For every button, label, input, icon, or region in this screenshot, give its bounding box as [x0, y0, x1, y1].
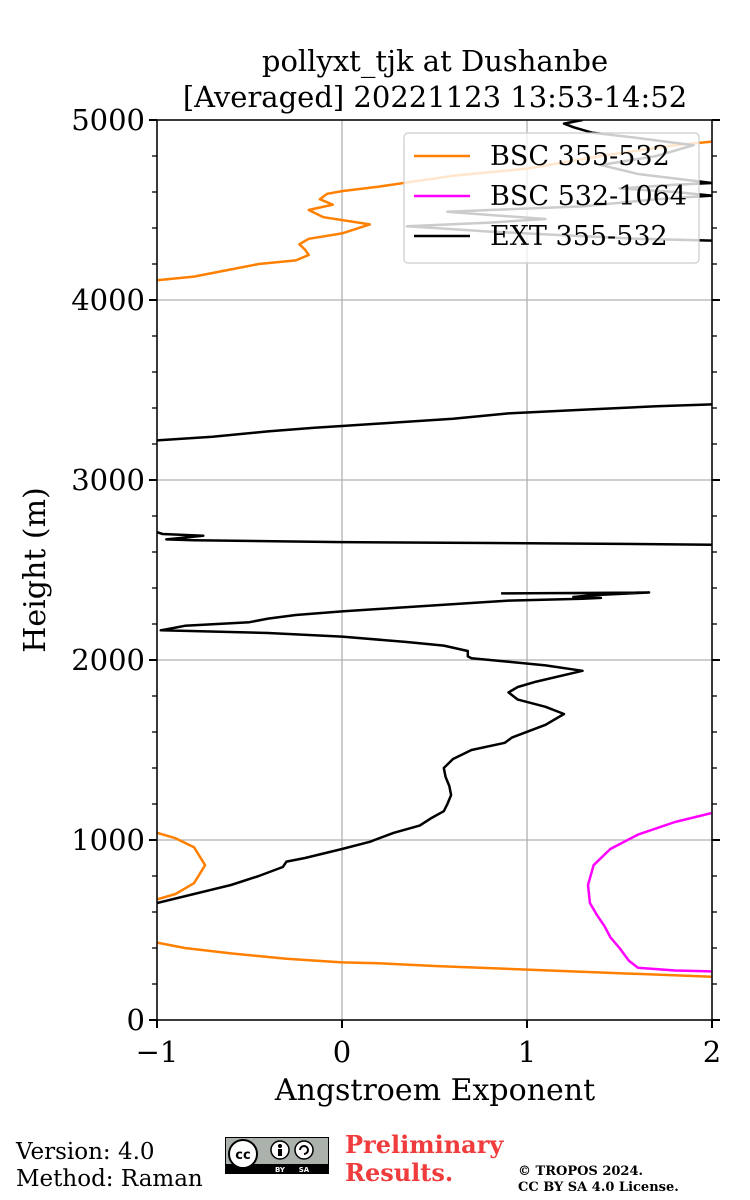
x-tick-label: 0 — [333, 1035, 351, 1069]
chart-title-line-2: [Averaged] 20221123 13:53-14:52 — [183, 80, 687, 114]
legend-label: BSC 355-532 — [490, 141, 670, 172]
x-tick-label: 2 — [703, 1035, 721, 1069]
x-axis-label: Angstroem Exponent — [274, 1073, 595, 1108]
method-text: Method: Raman — [16, 1166, 203, 1192]
version-text: Version: 4.0 — [16, 1139, 155, 1165]
cc-logo-icon — [228, 1139, 258, 1169]
cc-license-badge: cc BY SA — [225, 1137, 329, 1174]
y-tick-label: 3000 — [71, 463, 145, 497]
y-tick-label: 0 — [127, 1003, 145, 1037]
plot-frame — [156, 119, 713, 1021]
series-2-line-segment-2 — [157, 403, 712, 442]
series-2-line-segment-1 — [157, 531, 712, 547]
svg-text:cc: cc — [235, 1148, 250, 1163]
legend-box — [403, 132, 700, 264]
legend-label: BSC 532-1064 — [490, 181, 687, 212]
x-tick-label: −1 — [136, 1035, 179, 1069]
series-0-line-segment-0 — [157, 941, 712, 979]
legend-label: EXT 355-532 — [490, 221, 668, 252]
y-tick-label: 4000 — [71, 283, 145, 317]
copyright-text: © TROPOS 2024. — [518, 1164, 644, 1179]
x-tick-label: 1 — [518, 1035, 536, 1069]
series-1-line-segment-0 — [586, 811, 712, 973]
y-tick-label: 1000 — [71, 823, 145, 857]
license-text: CC BY SA 4.0 License. — [518, 1180, 679, 1195]
preliminary-text: Preliminary — [345, 1130, 504, 1159]
results-text: Results. — [345, 1158, 454, 1187]
badge-by-text: BY — [275, 1166, 286, 1174]
y-tick-label: 2000 — [71, 643, 145, 677]
y-axis-label: Height (m) — [18, 487, 53, 652]
legend: BSC 355-532 BSC 532-1064 EXT 355-532 — [403, 132, 700, 264]
y-tick-label: 5000 — [71, 103, 145, 137]
share-alike-icon — [294, 1140, 314, 1160]
series-2-line-segment-0 — [157, 591, 651, 905]
badge-sa-text: SA — [299, 1166, 310, 1174]
chart-title-line-1: pollyxt_tjk at Dushanbe — [262, 44, 608, 79]
series-0-line-segment-1 — [157, 831, 207, 901]
